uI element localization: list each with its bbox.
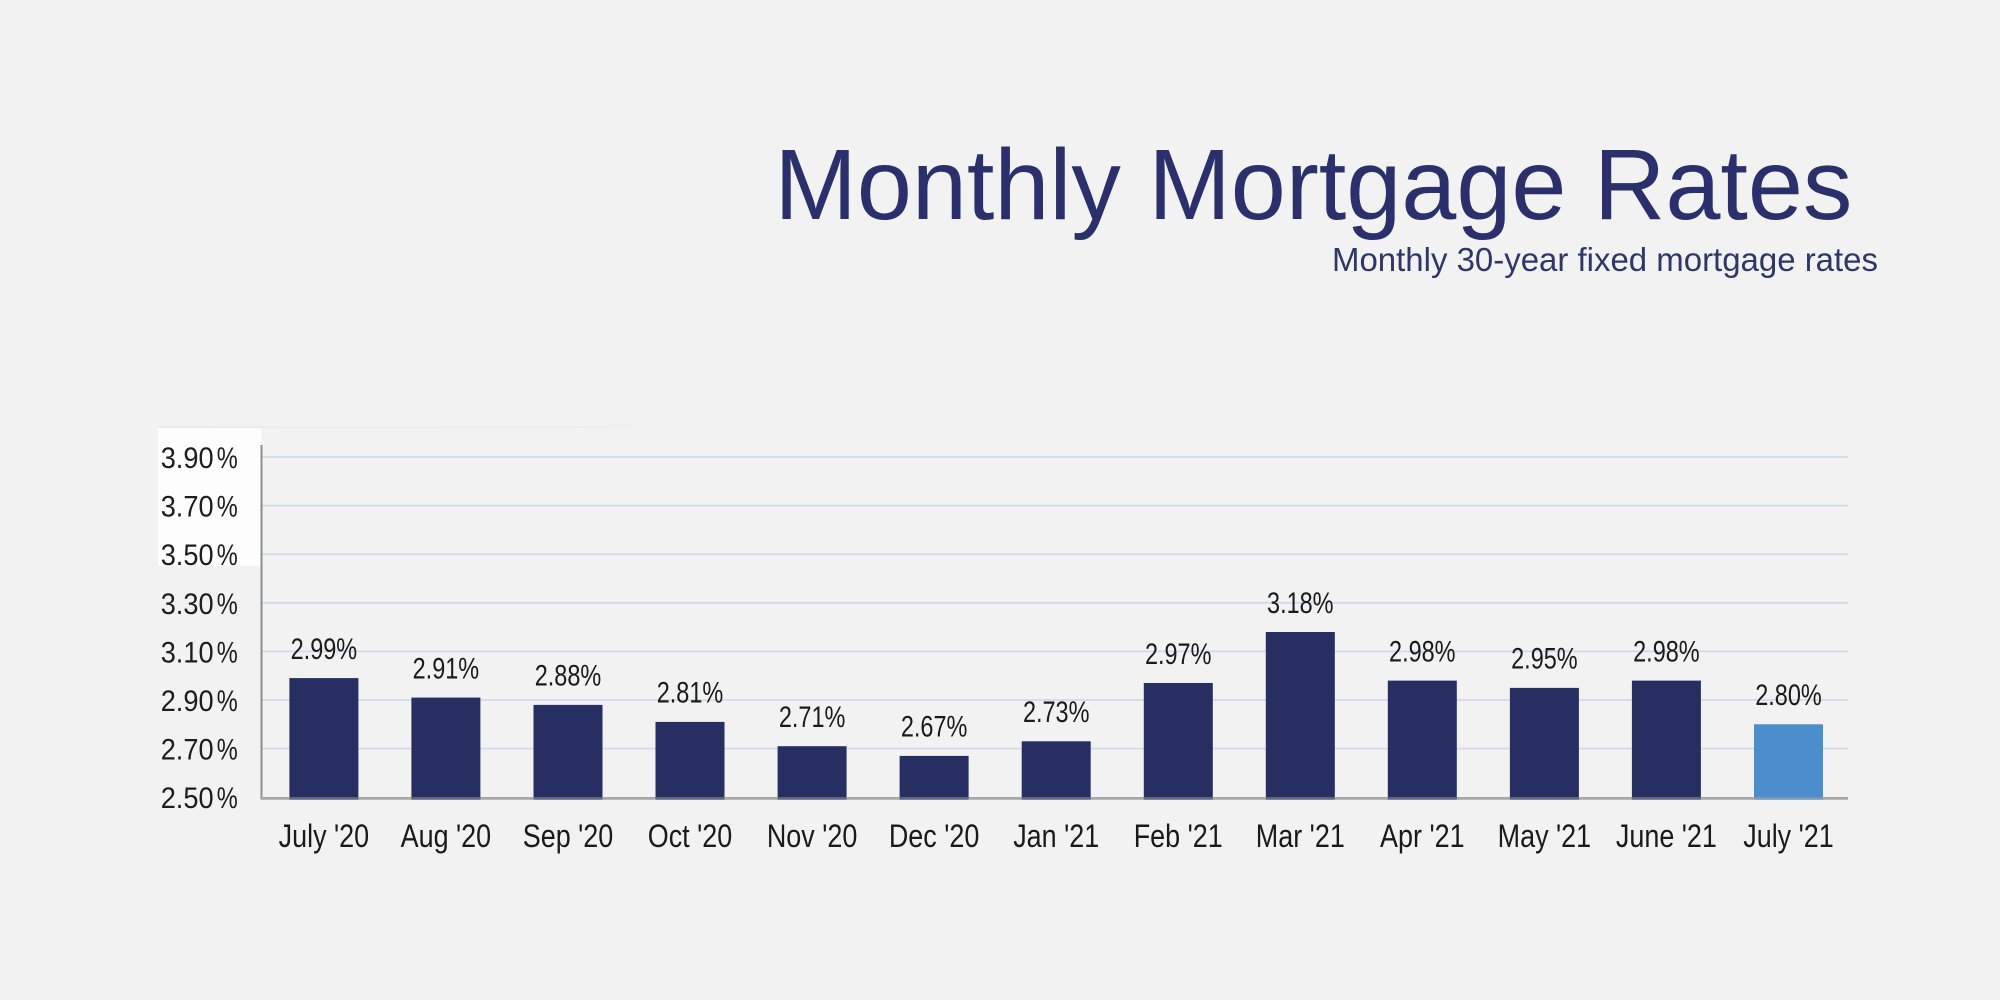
svg-text:%: % — [217, 734, 238, 767]
svg-text:July '21: July '21 — [1743, 818, 1834, 854]
svg-text:%: % — [217, 782, 238, 815]
svg-text:2.99%: 2.99% — [291, 633, 358, 666]
svg-text:2.98%: 2.98% — [1389, 635, 1456, 668]
svg-text:2.73%: 2.73% — [1023, 696, 1090, 729]
svg-text:Oct '20: Oct '20 — [648, 818, 733, 854]
svg-text:%: % — [217, 685, 238, 718]
svg-text:%: % — [217, 539, 238, 572]
svg-text:3.90: 3.90 — [161, 442, 214, 475]
svg-text:2.80%: 2.80% — [1755, 679, 1822, 712]
svg-text:3.30: 3.30 — [161, 588, 214, 621]
svg-text:July '20: July '20 — [279, 818, 370, 854]
svg-text:2.50: 2.50 — [161, 782, 214, 815]
svg-text:3.70: 3.70 — [161, 491, 214, 524]
svg-text:Monthly 30-year fixed mortgage: Monthly 30-year fixed mortgage rates — [1332, 241, 1878, 278]
svg-text:Dec '20: Dec '20 — [889, 818, 980, 854]
svg-text:%: % — [217, 636, 238, 669]
svg-text:%: % — [217, 588, 238, 621]
svg-text:2.71%: 2.71% — [779, 701, 846, 734]
svg-text:2.95%: 2.95% — [1511, 643, 1578, 676]
svg-text:2.88%: 2.88% — [535, 660, 602, 693]
svg-text:June '21: June '21 — [1616, 818, 1717, 854]
svg-text:%: % — [217, 442, 238, 475]
svg-text:3.10: 3.10 — [161, 636, 214, 669]
svg-text:%: % — [217, 491, 238, 524]
svg-text:Nov '20: Nov '20 — [767, 818, 858, 854]
svg-text:3.18%: 3.18% — [1267, 587, 1334, 620]
svg-text:Jan '21: Jan '21 — [1013, 818, 1099, 854]
svg-text:2.98%: 2.98% — [1633, 635, 1700, 668]
svg-text:2.70: 2.70 — [161, 734, 214, 767]
svg-text:Monthly Mortgage Rates: Monthly Mortgage Rates — [774, 129, 1852, 241]
svg-text:2.67%: 2.67% — [901, 711, 968, 744]
svg-text:2.90: 2.90 — [161, 685, 214, 718]
svg-text:2.97%: 2.97% — [1145, 638, 1212, 671]
svg-text:3.50: 3.50 — [161, 539, 214, 572]
svg-text:May '21: May '21 — [1498, 818, 1592, 854]
svg-text:Aug '20: Aug '20 — [401, 818, 492, 854]
svg-text:Mar '21: Mar '21 — [1256, 818, 1345, 854]
svg-text:2.81%: 2.81% — [657, 677, 724, 710]
svg-text:2.91%: 2.91% — [413, 652, 480, 685]
svg-text:Apr '21: Apr '21 — [1380, 818, 1465, 854]
svg-text:Feb '21: Feb '21 — [1134, 818, 1223, 854]
svg-text:Sep '20: Sep '20 — [523, 818, 614, 854]
